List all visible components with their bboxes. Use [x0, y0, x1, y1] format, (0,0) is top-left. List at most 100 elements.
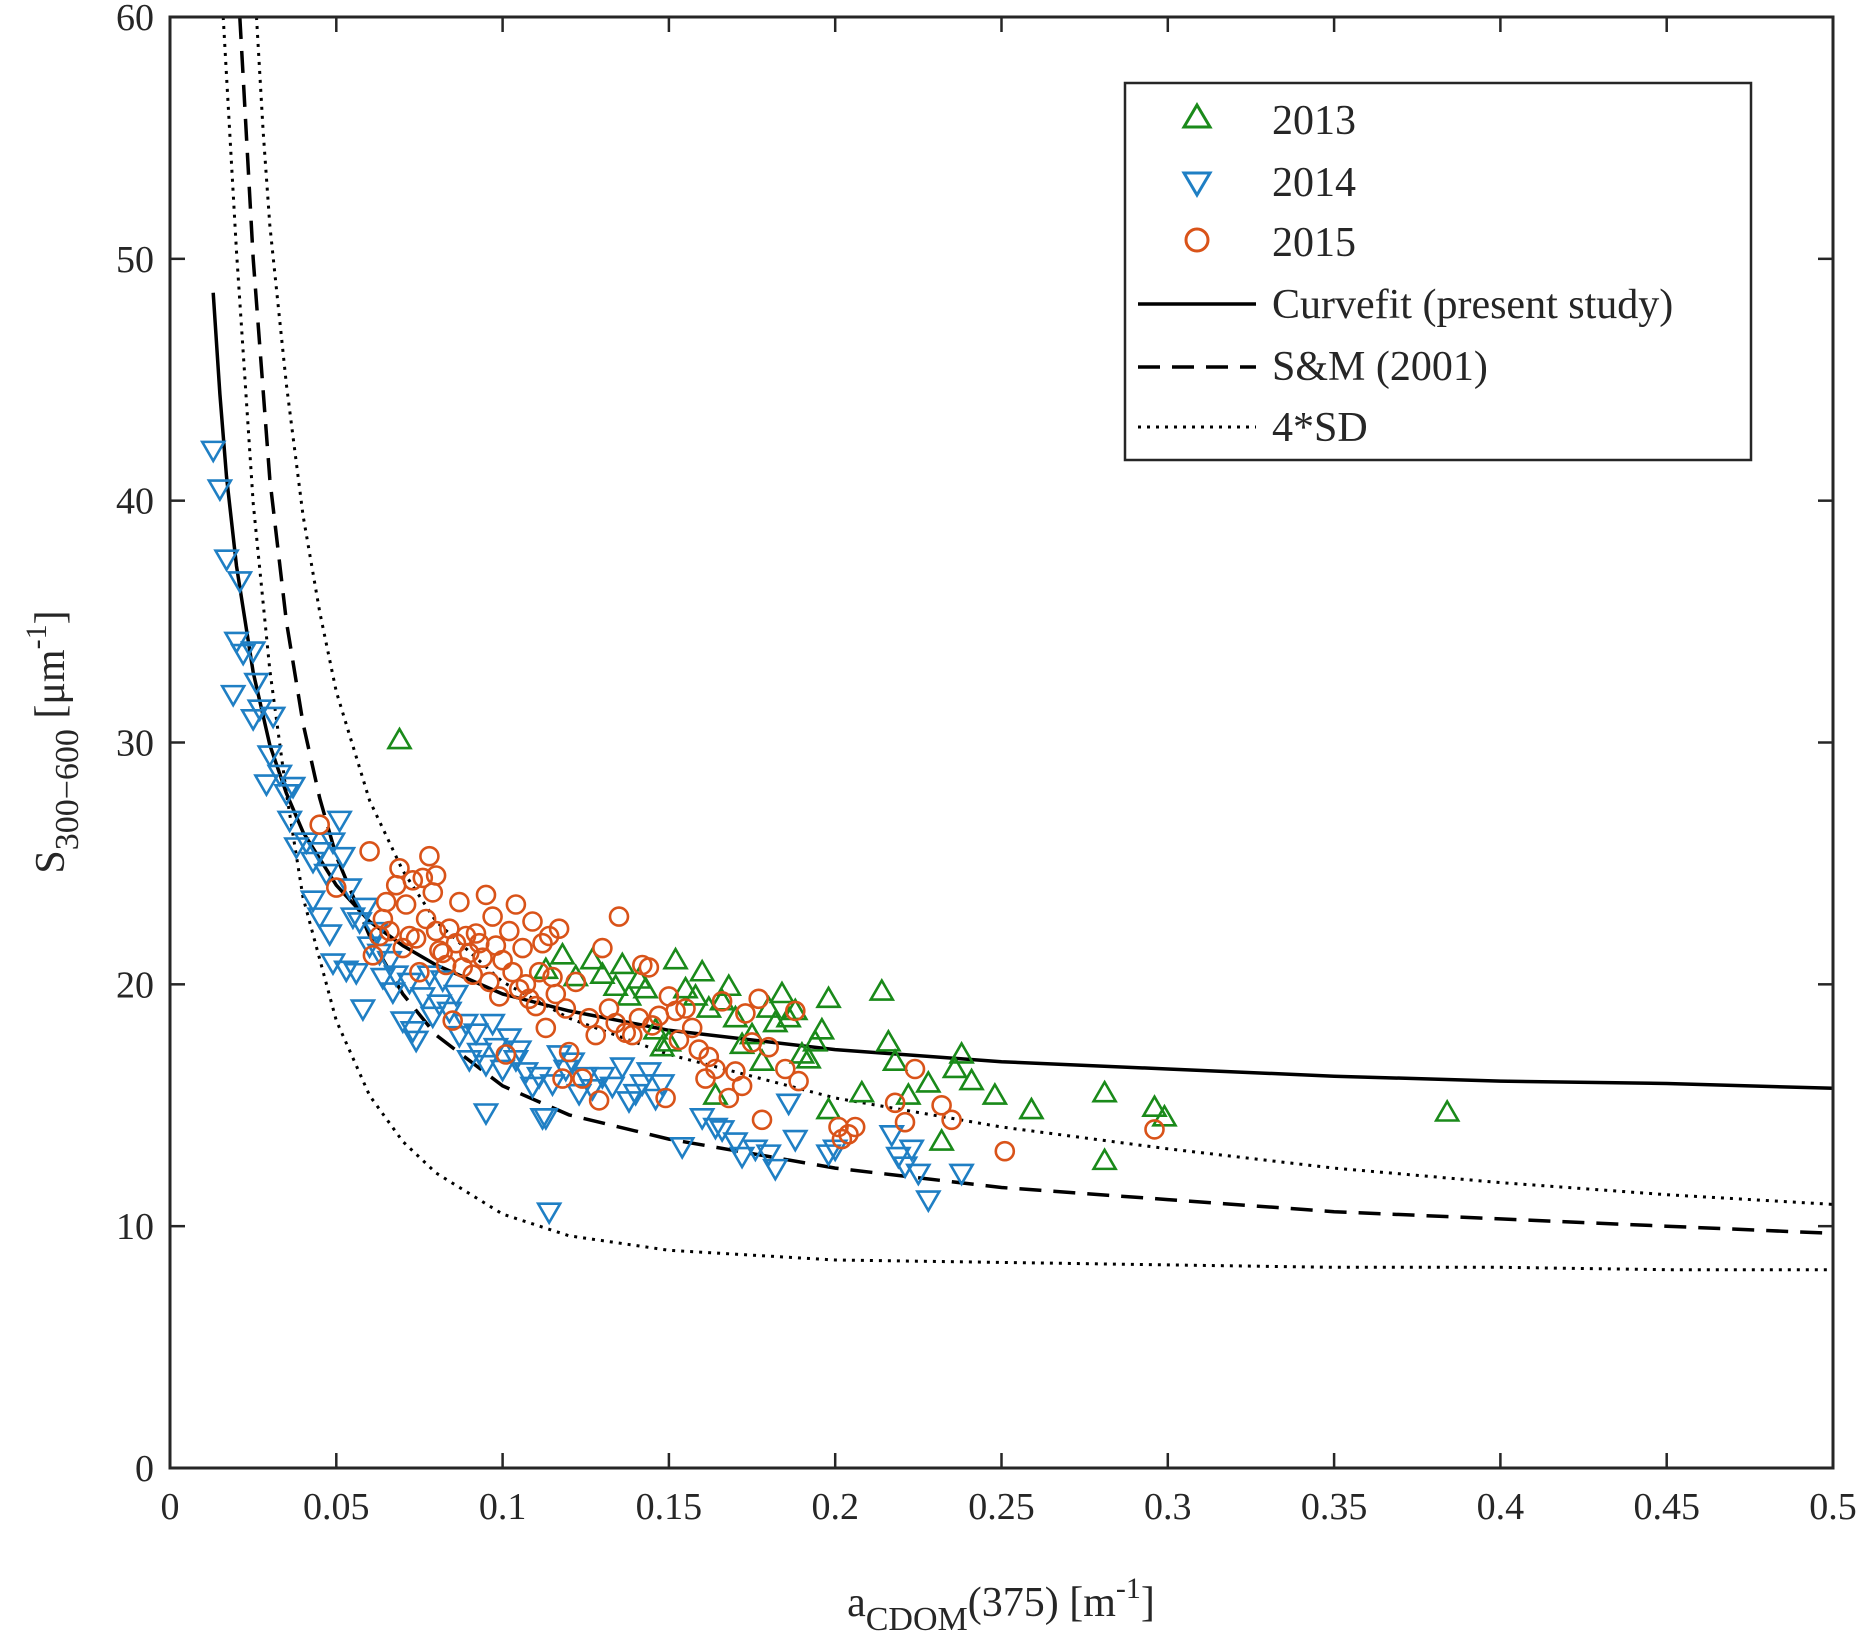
point-2014 [495, 1028, 523, 1052]
point-2014 [456, 1050, 483, 1073]
point-2015 [475, 884, 497, 906]
point-2015 [495, 1044, 517, 1065]
x-tick-label: 0.25 [968, 1486, 1035, 1528]
point-2013 [589, 961, 616, 984]
point-2015 [774, 1058, 796, 1080]
point-2013 [775, 1004, 802, 1028]
point-2015 [884, 1092, 906, 1114]
point-2014 [702, 1117, 729, 1141]
point-2014 [565, 1083, 593, 1107]
point-2014 [306, 842, 333, 865]
legend-2013-label: 2013 [1272, 98, 1356, 144]
point-2013 [648, 1033, 676, 1057]
point-2014 [382, 965, 410, 989]
point-2013 [875, 1028, 902, 1052]
point-2015 [548, 918, 570, 940]
point-2015 [838, 1124, 859, 1145]
point-2015 [545, 983, 567, 1005]
point-2014 [489, 1059, 516, 1083]
point-2013 [682, 982, 709, 1006]
legend-2013-marker-icon [1181, 102, 1213, 129]
legend-2015-label: 2015 [1272, 220, 1356, 266]
point-2015 [462, 964, 484, 986]
point-2014 [599, 1076, 626, 1100]
point-2013 [632, 975, 659, 999]
point-2014 [306, 907, 333, 931]
point-2015 [325, 877, 347, 898]
point-2014 [821, 1139, 849, 1163]
point-2014 [316, 924, 343, 948]
x-tick-label: 0.35 [1301, 1486, 1368, 1528]
point-2013 [795, 1045, 822, 1069]
point-2013 [579, 946, 606, 970]
point-2013 [722, 1004, 749, 1028]
point-2013 [895, 1081, 922, 1105]
point-2015 [449, 891, 470, 913]
point-2014 [426, 994, 453, 1018]
point-2015 [585, 1024, 607, 1046]
y-tick-label: 60 [116, 0, 154, 39]
point-2014 [479, 1013, 506, 1037]
x-axis-ticks: 0 0.05 0.1 0.15 0.2 0.25 0.3 0.35 0.4 0.45 0.5 [161, 17, 1857, 1528]
point-2013 [815, 985, 842, 1009]
point-2013 [386, 726, 413, 750]
point-2014 [948, 1163, 975, 1187]
point-2014 [466, 1042, 493, 1066]
point-2013 [941, 1055, 969, 1079]
point-2015 [488, 986, 510, 1007]
point-2015 [931, 1095, 952, 1116]
point-2015 [1144, 1119, 1165, 1140]
point-2015 [668, 1029, 690, 1051]
point-2015 [655, 1087, 676, 1109]
point-2014 [545, 1045, 573, 1069]
point-2014 [319, 832, 347, 856]
point-2015 [698, 1046, 720, 1068]
legend-2015-marker-icon [1184, 227, 1210, 253]
point-2013 [958, 1067, 985, 1091]
x-axis-label: aCDOM(375) [m-1] [847, 1572, 1155, 1637]
point-2015 [758, 1036, 780, 1058]
point-2015 [412, 867, 434, 889]
legend-curvefit-label: Curvefit (present study) [1272, 282, 1673, 328]
point-2015 [492, 949, 513, 971]
point-2013 [662, 946, 689, 970]
point-2013 [1433, 1098, 1461, 1122]
x-tick-label: 0.5 [1809, 1486, 1857, 1528]
point-2015 [565, 971, 587, 993]
point-2013 [738, 1021, 766, 1045]
point-2015 [941, 1109, 962, 1131]
point-2014 [915, 1190, 942, 1214]
point-2015 [359, 840, 380, 862]
point-2015 [525, 995, 547, 1017]
point-2015 [375, 891, 397, 913]
point-2014 [266, 764, 294, 788]
point-2014 [559, 1052, 586, 1076]
point-2013 [768, 980, 796, 1004]
sm2001-line [238, 17, 1833, 1236]
point-2015 [784, 1000, 806, 1022]
point-2014 [226, 571, 254, 595]
point-2014 [905, 1163, 932, 1187]
y-axis-ticks: 0 10 20 30 40 50 60 [116, 0, 1833, 1490]
point-2015 [552, 1068, 573, 1089]
x-tick-label: 0.15 [636, 1486, 703, 1528]
point-2015 [681, 1017, 703, 1039]
point-2014 [642, 1088, 669, 1112]
point-2015 [608, 906, 630, 927]
point-2015 [592, 937, 613, 959]
point-2015 [478, 971, 500, 993]
point-2014 [442, 984, 470, 1008]
point-2014 [239, 709, 267, 732]
point-2014 [326, 810, 353, 834]
point-2015 [482, 906, 503, 927]
point-2014 [379, 982, 407, 1006]
legend-2014-marker-icon [1181, 171, 1213, 198]
point-2015 [675, 998, 696, 1019]
point-2013 [688, 958, 716, 982]
point-2015 [718, 1087, 740, 1109]
point-2014 [472, 1103, 500, 1127]
point-2015 [389, 857, 410, 879]
point-2014 [878, 1124, 905, 1148]
point-2015 [395, 894, 417, 915]
point-2014 [219, 684, 247, 708]
